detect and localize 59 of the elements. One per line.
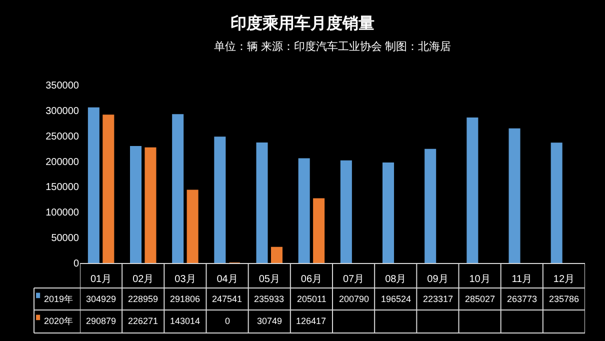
data-label: 200790 [339, 294, 370, 304]
data-label: 285027 [465, 294, 496, 304]
x-tick-label: 02月 [132, 274, 154, 285]
data-label: 291806 [170, 294, 200, 304]
bar [130, 146, 142, 263]
data-label: 205011 [297, 294, 326, 304]
bar [382, 162, 394, 263]
data-label: 126417 [296, 316, 326, 326]
x-tick-label: 12月 [553, 274, 575, 285]
y-tick-label: 200000 [46, 156, 80, 168]
data-label: 30749 [257, 316, 282, 326]
y-tick-label: 300000 [46, 106, 80, 117]
bar [424, 148, 436, 263]
data-label: 226271 [128, 316, 158, 326]
data-label: 304929 [86, 294, 116, 304]
y-tick-label: 50000 [51, 233, 80, 244]
data-label: 223317 [423, 294, 454, 304]
x-tick-label: 08月 [385, 274, 406, 285]
data-label: 228959 [128, 294, 158, 304]
x-tick-label: 01月 [90, 274, 112, 285]
data-label: 235933 [254, 294, 284, 304]
data-label: 263773 [507, 294, 538, 304]
legend-label: 2019年 [44, 294, 74, 304]
x-tick-label: 11月 [512, 274, 532, 285]
x-tick-label: 04月 [216, 274, 238, 285]
bar [102, 114, 114, 263]
bar [186, 190, 198, 263]
bar [270, 246, 282, 263]
y-tick-label: 350000 [46, 80, 80, 92]
y-tick-label: 150000 [46, 182, 80, 194]
bar [313, 198, 325, 263]
y-tick-label: 100000 [46, 208, 80, 219]
data-label: 0 [225, 316, 230, 326]
x-tick-label: 07月 [342, 274, 364, 285]
legend-label: 2020年 [44, 316, 74, 326]
data-label: 143014 [170, 316, 200, 326]
data-label: 196524 [381, 294, 412, 304]
data-label: 235786 [549, 294, 580, 304]
chart-title: 印度乘用车月度销量 [230, 14, 374, 33]
bar [172, 114, 184, 263]
bar [144, 147, 156, 263]
x-tick-label: 05月 [258, 274, 280, 285]
x-tick-label: 09月 [427, 274, 448, 285]
data-label: 247541 [212, 294, 242, 304]
bar [550, 142, 562, 263]
bar [298, 158, 310, 263]
bar [214, 136, 226, 263]
chart-subtitle: 单位：辆 来源：印度汽车工业协会 制图：北海居 [214, 40, 452, 53]
y-tick-label: 250000 [46, 131, 80, 142]
bar [466, 118, 478, 263]
x-tick-label: 06月 [300, 274, 322, 285]
bar [340, 160, 352, 263]
bar [256, 142, 268, 263]
bar [88, 107, 100, 263]
bar [508, 128, 520, 263]
x-tick-label: 10月 [469, 274, 490, 285]
y-tick-label: 0 [73, 258, 80, 270]
data-label: 290879 [86, 316, 116, 326]
x-tick-label: 03月 [174, 274, 196, 285]
